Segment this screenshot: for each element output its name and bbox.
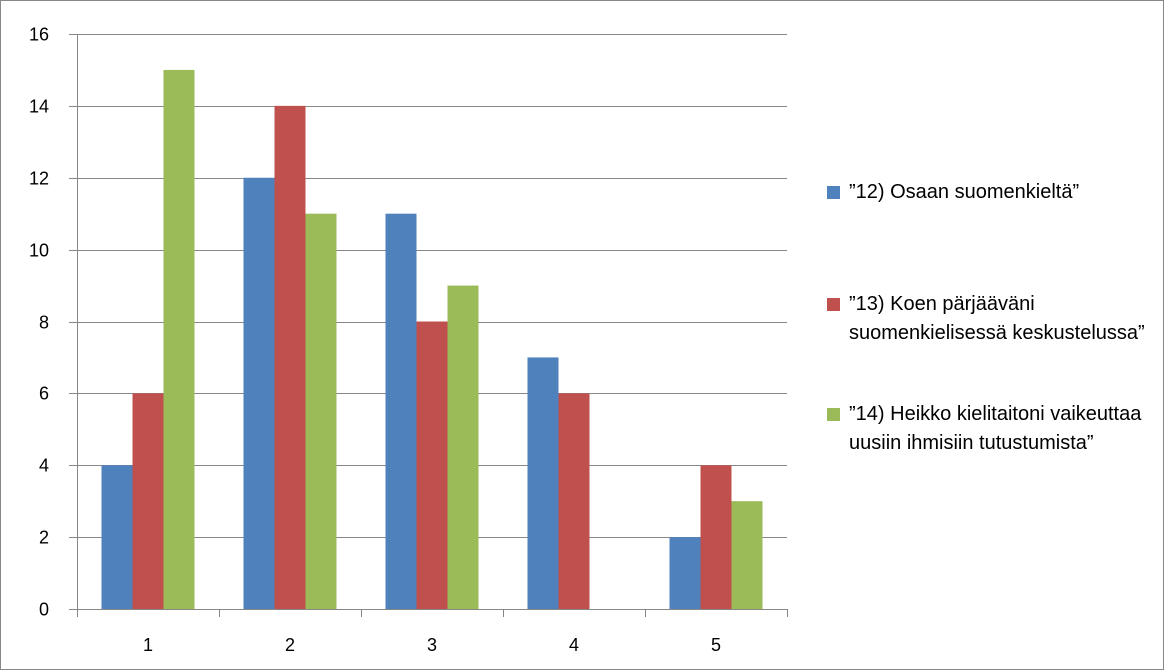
bar-series-1 bbox=[243, 177, 275, 609]
y-tick-label: 16 bbox=[29, 25, 49, 45]
bar-series-2 bbox=[274, 105, 306, 609]
x-tick-label: 3 bbox=[427, 635, 437, 655]
bar-series-2 bbox=[700, 465, 732, 609]
x-tick-label: 1 bbox=[143, 635, 153, 655]
axes bbox=[69, 34, 788, 617]
y-tick-label: 6 bbox=[39, 384, 49, 404]
legend-swatch-series-3 bbox=[827, 408, 840, 421]
y-tick-label: 14 bbox=[29, 97, 49, 117]
y-tick-label: 4 bbox=[39, 456, 49, 476]
y-tick-label: 12 bbox=[29, 169, 49, 189]
legend-label-series-1: ”12) Osaan suomenkieltä” bbox=[849, 181, 1080, 203]
bars bbox=[101, 69, 763, 609]
x-tick-label: 2 bbox=[285, 635, 295, 655]
legend-swatch-series-2 bbox=[827, 298, 840, 311]
bar-series-1 bbox=[527, 357, 559, 609]
y-tick-label: 10 bbox=[29, 241, 49, 261]
bar-series-3 bbox=[305, 213, 337, 609]
legend-swatch-series-1 bbox=[827, 186, 840, 199]
y-tick-label: 8 bbox=[39, 313, 49, 333]
y-tick-label: 2 bbox=[39, 528, 49, 548]
x-tick-label: 4 bbox=[569, 635, 579, 655]
bar-series-3 bbox=[731, 501, 763, 609]
legend-label-series-2: ”13) Koen pärjääväni suomenkielisessä ke… bbox=[849, 293, 1145, 344]
bar-series-2 bbox=[132, 393, 164, 609]
bar-series-1 bbox=[101, 465, 133, 609]
bar-series-1 bbox=[385, 213, 417, 609]
bar-series-2 bbox=[416, 321, 448, 609]
legend-label-series-3: ”14) Heikko kielitaitoni vaikeuttaa uusi… bbox=[849, 403, 1142, 454]
bar-series-1 bbox=[669, 537, 701, 609]
bar-series-3 bbox=[163, 69, 195, 609]
bar-series-3 bbox=[447, 285, 479, 609]
bar-series-2 bbox=[558, 393, 590, 609]
y-tick-label: 0 bbox=[39, 600, 49, 620]
x-tick-label: 5 bbox=[711, 635, 721, 655]
